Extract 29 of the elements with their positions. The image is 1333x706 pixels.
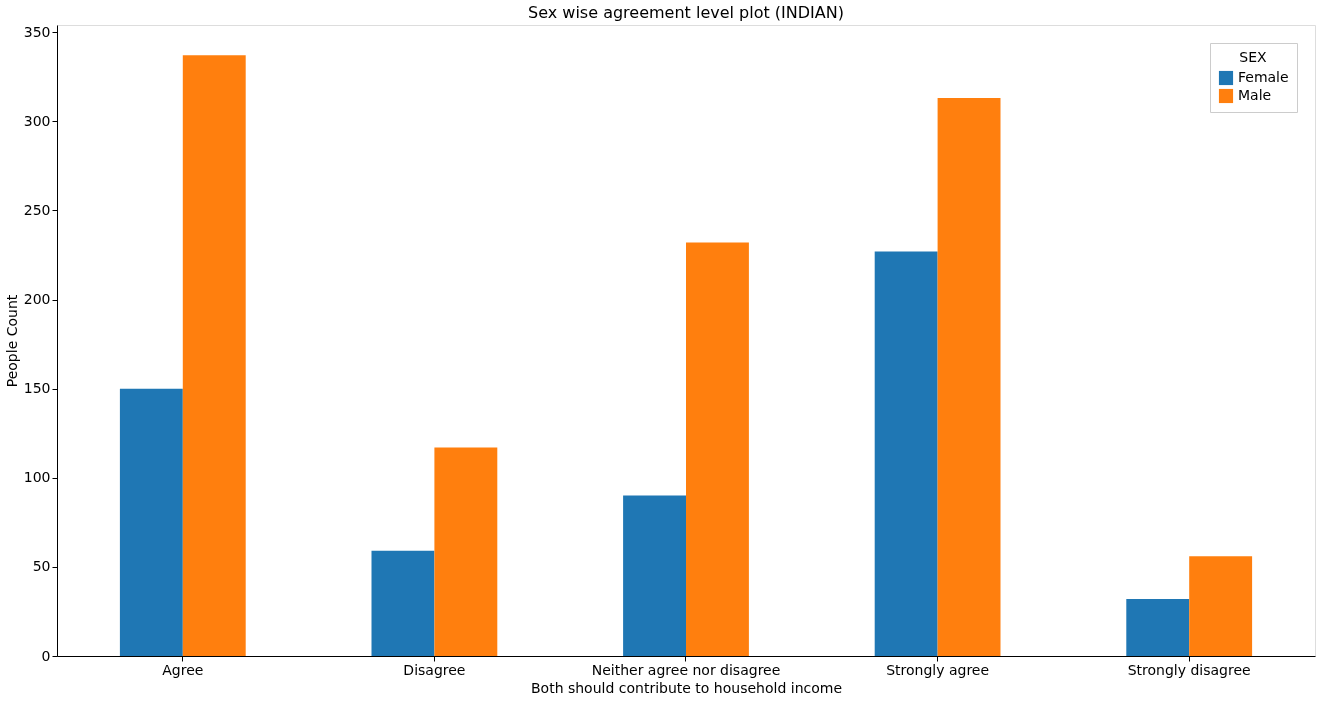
y-tick-label: 150 [23, 380, 51, 397]
bar [937, 98, 1001, 656]
y-tick-label: 50 [32, 558, 51, 575]
y-tick-label: 250 [23, 201, 51, 218]
bar [434, 447, 498, 656]
x-tick-label: Strongly agree [886, 661, 990, 678]
y-tick-label: 200 [23, 291, 51, 307]
y-tick-label: 300 [23, 112, 51, 129]
x-axis-title: Both should contribute to household income [530, 679, 843, 696]
bar [119, 388, 183, 656]
y-tick-label: 0 [41, 647, 51, 664]
y-tick-label: 350 [23, 23, 51, 40]
y-tick-label: 100 [23, 469, 51, 486]
bar [686, 242, 749, 656]
legend-label: Female [1238, 69, 1289, 85]
x-tick-label: Disagree [403, 661, 466, 678]
legend-title: SEX [1239, 49, 1268, 65]
x-tick-label: Agree [162, 661, 204, 678]
bar [1126, 598, 1190, 656]
bar [623, 495, 686, 656]
legend-label: Male [1238, 87, 1272, 103]
x-tick-label: Neither agree nor disagree [591, 661, 781, 678]
bar [371, 550, 435, 656]
x-tick-label: Strongly disagree [1127, 661, 1251, 678]
bar [874, 251, 938, 656]
y-axis-title: People Count [3, 294, 20, 388]
chart-title: Sex wise agreement level plot (INDIAN) [528, 3, 844, 22]
bar [1189, 556, 1253, 656]
bar [182, 55, 246, 656]
